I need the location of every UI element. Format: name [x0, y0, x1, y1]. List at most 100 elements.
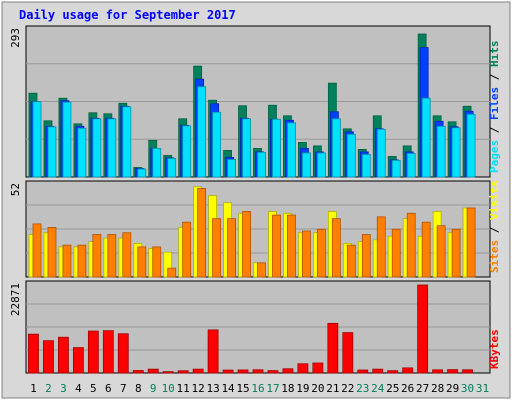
- bar-pages-day-12: [197, 86, 207, 178]
- bar-pages-day-10: [167, 158, 177, 178]
- bar-kbytes-day-16: [252, 369, 264, 374]
- bar-pages-day-19: [302, 152, 311, 178]
- bar-pages-day-26: [406, 153, 416, 178]
- bar-kbytes-day-28: [432, 369, 444, 374]
- bar-pages-day-23: [361, 154, 371, 178]
- x-tick-label-8: 8: [135, 382, 142, 395]
- bar-sites-day-10: [167, 267, 177, 278]
- bar-kbytes-day-5: [87, 330, 99, 374]
- bar-sites-day-6: [107, 234, 117, 278]
- legend-separator: /: [488, 67, 501, 87]
- bar-pages-day-25: [391, 160, 401, 178]
- bar-pages-day-1: [32, 101, 42, 178]
- bar-pages-day-2: [47, 126, 57, 178]
- bar-sites-day-2: [47, 227, 57, 278]
- legend-item-visits: Visits: [488, 180, 501, 220]
- bar-sites-day-4: [77, 244, 87, 278]
- ymax-label-kbytes: 22871: [9, 283, 22, 316]
- bar-pages-day-5: [92, 118, 102, 178]
- bar-kbytes-day-9: [147, 368, 159, 374]
- x-tick-label-15: 15: [236, 382, 249, 395]
- bar-pages-day-17: [272, 118, 281, 178]
- bar-kbytes-day-4: [72, 347, 84, 374]
- bar-sites-day-26: [406, 212, 416, 278]
- x-tick-label-3: 3: [60, 382, 67, 395]
- bar-pages-day-6: [107, 118, 117, 178]
- legend-item-pages: Pages: [488, 140, 501, 173]
- bar-pages-day-4: [77, 127, 87, 178]
- bar-pages-day-24: [376, 128, 386, 178]
- x-tick-label-1: 1: [30, 382, 37, 395]
- bar-pages-day-30: [466, 113, 476, 178]
- bar-sites-day-14: [227, 218, 236, 278]
- bar-kbytes-day-15: [237, 369, 249, 374]
- x-tick-label-29: 29: [446, 382, 459, 395]
- bar-kbytes-day-26: [402, 367, 414, 374]
- bar-sites-day-28: [436, 225, 446, 278]
- bar-kbytes-day-22: [342, 332, 354, 374]
- legend-kbytes: KBytes: [488, 329, 501, 369]
- x-tick-label-13: 13: [206, 382, 219, 395]
- bar-pages-day-27: [421, 97, 431, 178]
- bar-pages-day-29: [451, 127, 461, 178]
- x-tick-label-30: 30: [461, 382, 474, 395]
- x-tick-label-31: 31: [476, 382, 489, 395]
- bar-kbytes-day-13: [207, 329, 219, 374]
- bar-pages-day-3: [62, 101, 72, 178]
- bar-sites-day-17: [272, 214, 281, 278]
- chart-title: Daily usage for September 2017: [19, 8, 236, 22]
- x-tick-label-19: 19: [296, 382, 309, 395]
- x-tick-label-26: 26: [401, 382, 414, 395]
- x-tick-label-27: 27: [416, 382, 429, 395]
- bar-pages-day-20: [316, 152, 326, 178]
- x-tick-label-24: 24: [371, 382, 385, 395]
- bar-kbytes-day-25: [387, 370, 399, 374]
- bar-pages-day-8: [137, 168, 147, 178]
- bar-kbytes-day-3: [58, 336, 69, 374]
- bar-kbytes-day-10: [162, 371, 174, 374]
- x-tick-label-12: 12: [192, 382, 205, 395]
- bar-kbytes-day-7: [117, 333, 129, 374]
- bar-pages-day-22: [346, 133, 356, 178]
- bar-sites-day-23: [361, 234, 371, 278]
- bar-kbytes-day-20: [312, 362, 324, 374]
- x-tick-label-22: 22: [341, 382, 354, 395]
- x-tick-label-16: 16: [251, 382, 264, 395]
- bar-kbytes-day-23: [357, 369, 369, 374]
- bar-pages-day-9: [152, 148, 162, 178]
- bar-pages-day-15: [242, 118, 251, 178]
- bar-kbytes-day-18: [282, 368, 294, 374]
- x-tick-label-23: 23: [356, 382, 369, 395]
- x-tick-label-28: 28: [431, 382, 444, 395]
- bar-kbytes-day-6: [102, 330, 114, 374]
- legend-visits-sites: Sites / Visits: [488, 180, 501, 273]
- x-tick-label-20: 20: [311, 382, 324, 395]
- x-tick-label-4: 4: [75, 382, 82, 395]
- bar-sites-day-16: [257, 262, 266, 278]
- legend-item-kbytes: KBytes: [488, 329, 501, 369]
- x-tick-label-5: 5: [90, 382, 97, 395]
- bar-pages-day-14: [227, 159, 236, 178]
- bar-kbytes-day-30: [462, 369, 473, 374]
- bar-sites-day-29: [451, 228, 461, 278]
- bar-pages-day-11: [182, 125, 192, 178]
- bar-kbytes-day-11: [177, 370, 189, 374]
- bar-sites-day-19: [302, 230, 311, 278]
- legend-hits-files-pages: Pages / Files / Hits: [488, 41, 501, 174]
- bar-kbytes-day-29: [447, 369, 458, 374]
- bar-pages-day-21: [331, 118, 341, 178]
- bar-kbytes-day-21: [327, 322, 339, 374]
- legend-separator: /: [488, 120, 501, 140]
- x-tick-label-6: 6: [105, 382, 112, 395]
- bar-kbytes-day-14: [222, 369, 234, 374]
- x-tick-label-18: 18: [281, 382, 294, 395]
- bar-sites-day-9: [152, 246, 162, 278]
- bar-sites-day-20: [316, 228, 326, 278]
- bar-sites-day-27: [421, 221, 431, 278]
- x-tick-label-11: 11: [177, 382, 190, 395]
- bar-kbytes-day-2: [43, 340, 54, 374]
- legend-item-files: Files: [488, 87, 501, 120]
- x-tick-label-14: 14: [221, 382, 235, 395]
- bar-kbytes-day-12: [192, 368, 204, 374]
- bar-sites-day-22: [346, 244, 356, 278]
